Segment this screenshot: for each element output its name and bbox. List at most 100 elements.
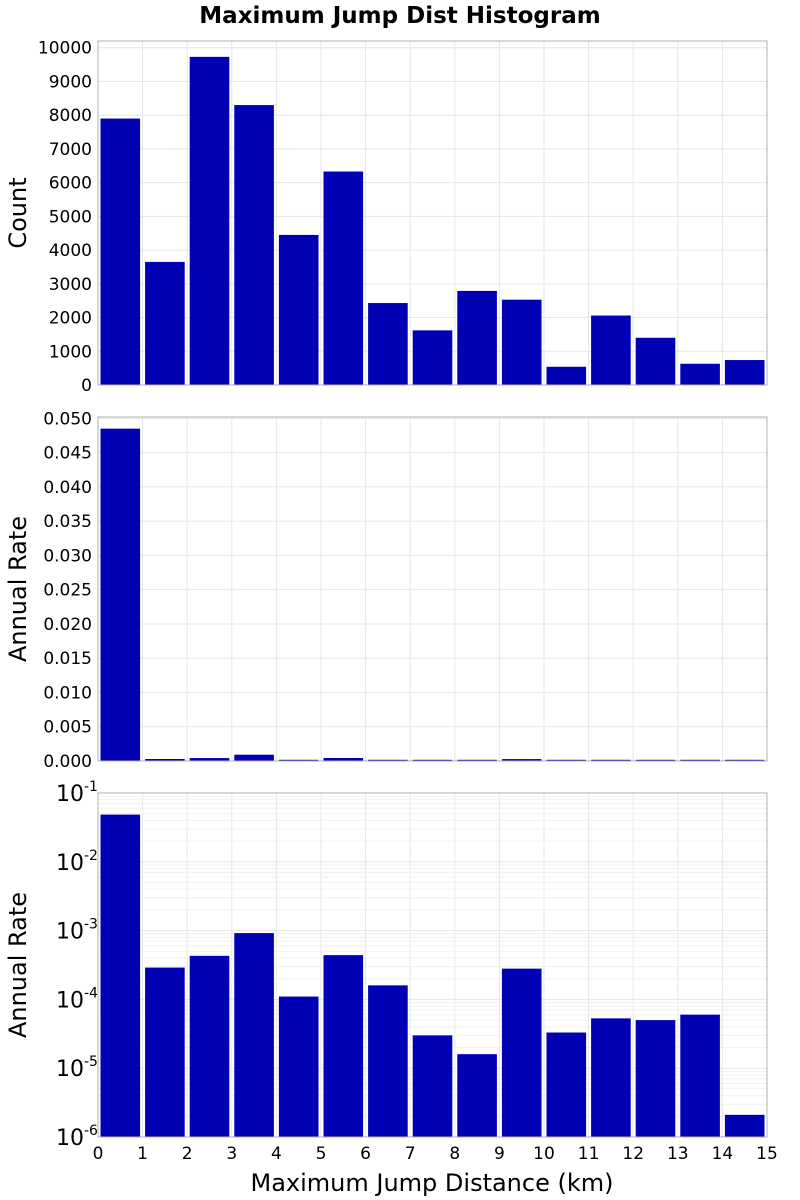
histogram-bar [368,759,408,761]
histogram-bar [412,1035,453,1137]
x-tick-label: 6 [360,1144,371,1164]
histogram-bar [278,996,319,1137]
x-tick-label: 2 [182,1144,193,1164]
histogram-bar [501,759,542,761]
histogram-bar [189,758,230,761]
y-tick-label: 7000 [49,140,92,160]
histogram-bar [680,363,720,385]
y-tick-label: 0.025 [43,581,92,601]
y-axis-label: Count [4,177,32,248]
y-tick-label: 1000 [49,342,92,362]
histogram-bar [145,967,185,1137]
y-tick-label: 10-6 [56,1123,98,1151]
y-tick-label: 10000 [38,39,92,59]
histogram-bar [234,933,274,1137]
rate-linear-panel: 0.000 0.005 0.010 0.015 0.020 0.025 0.030 0.035… [4,409,768,772]
y-tick-label: 6000 [49,174,92,194]
histogram-bar [457,290,497,385]
y-tick-label: 0.035 [43,512,92,532]
histogram-bar [724,1114,765,1137]
histogram-bar [635,1020,676,1137]
histogram-bar [680,1014,720,1137]
y-tick-label: 10-5 [56,1054,98,1082]
x-tick-label: 8 [449,1144,460,1164]
histogram-bar [591,759,631,761]
x-tick-label: 7 [405,1144,416,1164]
histogram-bar [546,1032,587,1137]
x-tick-label: 11 [578,1144,600,1164]
y-tick-label: 10-1 [56,779,98,807]
y-axis-label: Annual Rate [4,892,32,1038]
x-tick-label: 9 [494,1144,505,1164]
y-tick-label: 0.045 [43,444,92,464]
histogram-bar [368,985,408,1137]
histogram-bar [724,759,765,761]
histogram-bar [145,261,185,385]
histogram-bar [189,955,230,1137]
y-tick-label: 9000 [49,72,92,92]
y-tick-label: 10-3 [56,917,98,945]
count-panel: 0 1000 2000 3000 4000 5000 6000 7000 8000 9000 100… [4,39,768,396]
histogram-bar [412,330,453,385]
histogram-bar [635,337,676,385]
x-tick-label: 3 [226,1144,237,1164]
y-tick-label: 8000 [49,106,92,126]
y-tick-label: 0.050 [43,409,92,429]
histogram-bar [457,1054,497,1137]
y-tick-label: 10-4 [56,985,98,1013]
histogram-bar [278,234,319,385]
x-tick-label: 10 [533,1144,555,1164]
x-axis-label: Maximum Jump Distance (km) [251,1169,614,1197]
y-tick-label: 0.015 [43,649,92,669]
histogram-bar [278,759,319,761]
histogram-bar [501,968,542,1137]
plot-frame [97,416,768,762]
plot-frame [97,792,768,1138]
y-tick-label: 3000 [49,275,92,295]
y-tick-label: 0 [81,376,92,396]
x-tick-label: 0 [93,1144,104,1164]
histogram-bar [145,759,185,761]
y-tick-label: 0.000 [43,752,92,772]
plot-frame [97,40,768,386]
y-axis-label: Annual Rate [4,516,32,662]
histogram-bar [412,759,453,761]
histogram-bar [189,56,230,385]
y-tick-label: 4000 [49,241,92,261]
chart-title: Maximum Jump Dist Histogram [199,3,600,29]
y-tick-label: 2000 [49,309,92,329]
y-tick-label: 0.040 [43,478,92,498]
x-tick-label: 4 [271,1144,282,1164]
histogram-bar [100,814,141,1137]
histogram-bar [100,118,141,385]
histogram-bar [635,759,676,761]
y-tick-label: 5000 [49,207,92,227]
histogram-bar [546,366,587,385]
x-tick-label: 5 [316,1144,327,1164]
x-tick-label: 12 [622,1144,644,1164]
histogram-bar [323,171,364,385]
histogram-bar [680,759,720,761]
x-tick-label: 15 [756,1144,778,1164]
histogram-bar [546,759,587,761]
histogram-bar [234,105,274,385]
y-tick-label: 10-2 [56,848,98,876]
histogram-bar [100,428,141,761]
histogram-bar [323,955,364,1137]
histogram-bar [724,360,765,385]
histogram-bar [234,754,274,761]
x-tick-label: 14 [712,1144,734,1164]
y-tick-label: 0.030 [43,546,92,566]
histogram-bar [591,1018,631,1137]
histogram-bar [457,759,497,761]
histogram-bar [501,299,542,385]
histogram-bar [591,315,631,385]
histogram-bar [368,303,408,385]
x-tick-label: 1 [137,1144,148,1164]
x-tick-label: 13 [667,1144,689,1164]
y-tick-label: 0.010 [43,683,92,703]
y-tick-label: 0.020 [43,615,92,635]
histogram-bar [323,757,364,761]
